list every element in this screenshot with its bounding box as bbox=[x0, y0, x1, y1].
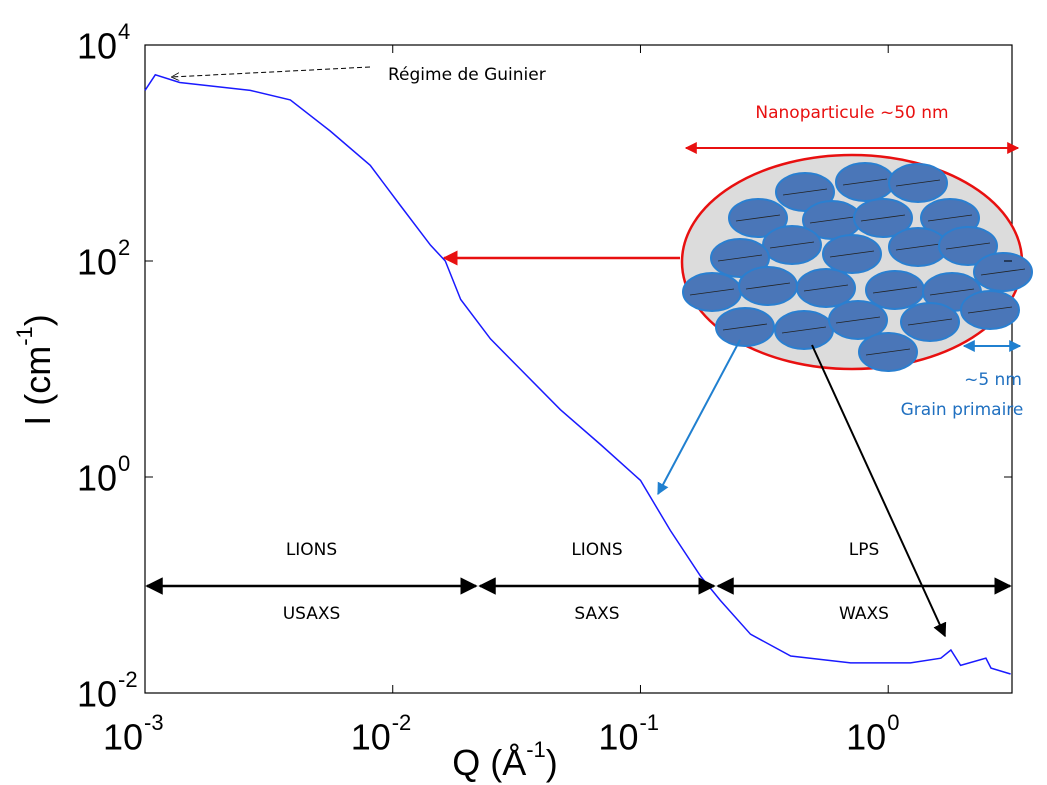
grain-arrow bbox=[657, 339, 741, 496]
grain-lattice bbox=[907, 318, 953, 326]
range-facility: LIONS bbox=[286, 540, 337, 560]
y-axis-label: I (cm-1) bbox=[12, 314, 58, 426]
grain-lattice bbox=[967, 306, 1013, 314]
nanoparticle-label: Nanoparticule ~50 nm bbox=[755, 103, 948, 123]
x-tick-exponent: 0 bbox=[887, 710, 899, 735]
x-tick-label: 10 bbox=[351, 717, 391, 758]
grain-lattice bbox=[781, 326, 827, 334]
grain-lattice bbox=[895, 243, 941, 251]
grain-lattice bbox=[717, 254, 763, 262]
y-tick-label: 10 bbox=[77, 458, 117, 499]
grain-lattice bbox=[895, 179, 941, 187]
grain-lattice bbox=[769, 241, 815, 249]
y-tick-exponent: 2 bbox=[118, 235, 130, 260]
plot-frame bbox=[144, 44, 1013, 694]
y-tick-label: 10 bbox=[77, 26, 117, 67]
grain-lattice bbox=[980, 268, 1026, 276]
x-tick-label: 10 bbox=[846, 717, 886, 758]
y-tick-exponent: 0 bbox=[118, 451, 130, 476]
x-tick-exponent: -3 bbox=[144, 710, 164, 735]
range-technique: WAXS bbox=[839, 604, 889, 624]
x-tick-exponent: -1 bbox=[639, 710, 659, 735]
grain-lattice bbox=[842, 178, 888, 186]
y-tick-exponent: -2 bbox=[118, 667, 138, 692]
x-axis-label: Q (Å-1) bbox=[452, 737, 558, 783]
grain-size-label: ~5 nm bbox=[964, 370, 1022, 390]
guinier-arrow bbox=[172, 66, 371, 77]
x-tick-label: 10 bbox=[598, 717, 638, 758]
range-facility: LIONS bbox=[571, 540, 622, 560]
grain-label: Grain primaire bbox=[901, 400, 1024, 420]
grain-lattice bbox=[860, 214, 906, 222]
x-tick-label: 10 bbox=[103, 717, 143, 758]
grain-lattice bbox=[689, 288, 735, 296]
y-tick-label: 10 bbox=[77, 242, 117, 283]
grain-lattice bbox=[735, 214, 781, 222]
grain-lattice bbox=[945, 242, 991, 250]
grain-lattice bbox=[829, 250, 875, 258]
grain-lattice bbox=[872, 286, 918, 294]
grain-lattice bbox=[782, 188, 828, 196]
grain-lattice bbox=[722, 323, 768, 331]
nanoparticle-illustration bbox=[680, 153, 1033, 372]
y-tick-exponent: 4 bbox=[118, 19, 130, 44]
grain-lattice bbox=[927, 214, 973, 222]
peak-arrow bbox=[811, 344, 947, 638]
grain-lattice bbox=[745, 282, 791, 290]
grain-lattice bbox=[835, 316, 881, 324]
range-technique: SAXS bbox=[574, 604, 619, 624]
grain-lattice bbox=[929, 288, 975, 296]
y-tick-label: 10 bbox=[77, 674, 117, 715]
grain-lattice bbox=[803, 284, 849, 292]
x-tick-exponent: -2 bbox=[392, 710, 412, 735]
grain-lattice bbox=[809, 216, 855, 224]
range-technique: USAXS bbox=[283, 604, 341, 624]
guinier-label: Régime de Guinier bbox=[388, 65, 546, 85]
range-facility: LPS bbox=[849, 540, 880, 560]
data-line bbox=[144, 73, 1011, 675]
grain-lattice bbox=[865, 348, 911, 356]
